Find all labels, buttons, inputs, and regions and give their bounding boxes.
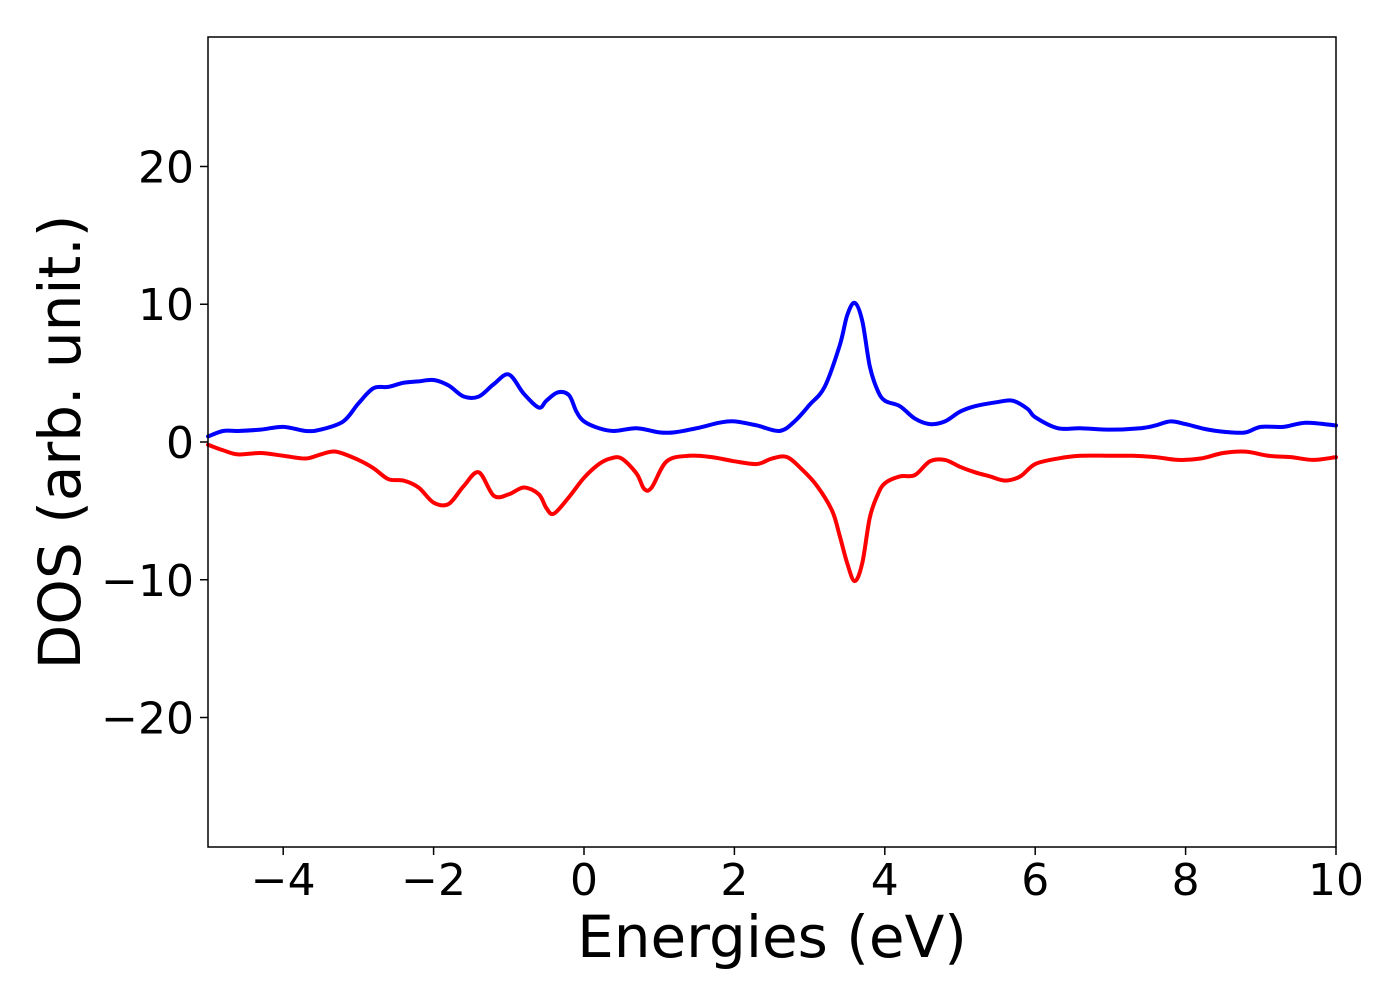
x-tick-label: −4: [251, 855, 316, 906]
y-tick-label: −20: [101, 694, 194, 745]
y-tick-label: −10: [101, 556, 194, 607]
series-line-2: [206, 442, 1338, 584]
x-tick-label: 4: [871, 855, 899, 906]
y-axis: −20 −10 0 10 20: [101, 142, 208, 745]
y-tick-label: 20: [138, 142, 194, 193]
series-layer: [206, 300, 1338, 584]
x-axis-label: Energies (eV): [577, 903, 967, 971]
y-tick-label: 0: [166, 418, 194, 469]
y-axis-label: DOS (arb. unit.): [26, 215, 94, 670]
series-line-1: [206, 300, 1338, 439]
x-tick-label: −2: [401, 855, 466, 906]
x-tick-label: 0: [570, 855, 598, 906]
x-tick-label: 2: [720, 855, 748, 906]
x-tick-label: 6: [1021, 855, 1049, 906]
x-tick-label: 10: [1308, 855, 1364, 906]
y-tick-label: 10: [138, 280, 194, 331]
x-tick-label: 8: [1172, 855, 1200, 906]
plot-frame: [207, 36, 1337, 848]
x-axis: −4 −2 0 2 4 6 8 10: [251, 847, 1364, 906]
